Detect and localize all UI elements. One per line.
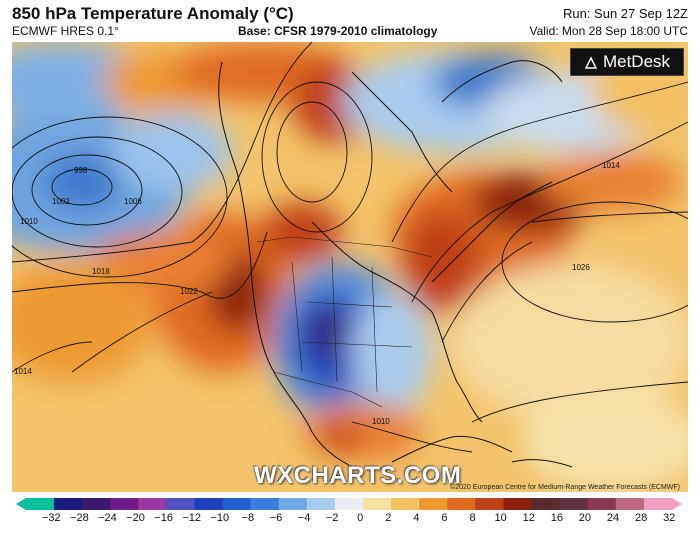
- colorbar-segment: [531, 498, 561, 510]
- colorbar-tick-label: −24: [98, 512, 117, 524]
- colorbar-segment: [138, 498, 167, 510]
- isobar-label: 1010: [372, 417, 390, 426]
- colorbar-ticks: −32 −28 −24 −20 −16 −12 −10 −8 −6 −4 −2 0 2 4 6 8 10 12 16…: [0, 512, 700, 530]
- chart-title: 850 hPa Temperature Anomaly (°C): [12, 4, 294, 23]
- isobar-label: 1022: [180, 287, 198, 296]
- run-time-label: Run: Sun 27 Sep 12Z: [562, 6, 688, 21]
- metdesk-logo-icon: [584, 55, 598, 69]
- colorbar-segment: [391, 498, 420, 510]
- colorbar-segment: [54, 498, 83, 510]
- colorbar-segment: [615, 498, 645, 510]
- political-borders: [256, 236, 433, 408]
- isobar-label: 1014: [602, 161, 620, 170]
- map-svg: 998 1002 1006 1010 1018 1022 1026 1014 1…: [12, 42, 688, 492]
- isobar-label: 1018: [92, 267, 110, 276]
- colorbar-tick-label: 4: [413, 512, 420, 524]
- isobar-labels: 998 1002 1006 1010 1018 1022 1026 1014 1…: [14, 161, 620, 426]
- colorbar-segment: [250, 498, 280, 510]
- colorbar-segment: [447, 498, 476, 510]
- colorbar-tick-label: 10: [494, 512, 507, 524]
- isobar-label: 998: [74, 166, 88, 175]
- colorbar-segment: [334, 498, 364, 510]
- colorbar-tick-label: 24: [606, 512, 620, 524]
- isobar-label: 1002: [52, 197, 70, 206]
- colorbar-tick-label: −28: [70, 512, 89, 524]
- colorbar-tick-label: 2: [385, 512, 392, 524]
- colorbar-segment: [643, 498, 673, 510]
- colorbar-segment: [82, 498, 111, 510]
- colorbar-segment: [194, 498, 224, 510]
- coastlines: [218, 60, 573, 473]
- colorbar-segment: [222, 498, 252, 510]
- colorbar-segment: [419, 498, 448, 510]
- colorbar-tick-label: −20: [126, 512, 145, 524]
- isobar-label: 1010: [20, 217, 38, 226]
- anomaly-map: 998 1002 1006 1010 1018 1022 1026 1014 1…: [12, 42, 688, 492]
- colorbar-tick-label: −32: [41, 512, 61, 524]
- colorbar-tick-label: 28: [634, 512, 648, 524]
- colorbar-tick-label: 8: [469, 512, 476, 524]
- colorbar-segment: [559, 498, 589, 510]
- metdesk-logo: MetDesk: [570, 48, 684, 76]
- colorbar-tick-label: −12: [182, 512, 202, 524]
- isobar-label: 1006: [124, 197, 142, 206]
- colorbar-tick-label: −10: [210, 512, 230, 524]
- metdesk-logo-text: MetDesk: [602, 52, 671, 71]
- valid-time-label: Valid: Mon 28 Sep 18:00 UTC: [529, 24, 688, 38]
- colorbar-segment: [278, 498, 308, 510]
- colorbar-tick-label: −4: [297, 512, 311, 524]
- colorbar-tick-label: −8: [241, 512, 255, 524]
- anomaly-field: [12, 42, 688, 492]
- colorbar-segment: [166, 498, 196, 510]
- colorbar-segment: [306, 498, 336, 510]
- colorbar-tick-label: 20: [578, 512, 592, 524]
- colorbar-segment: [110, 498, 139, 510]
- colorbar-segment: [26, 498, 55, 510]
- isobar-label: 1026: [572, 263, 590, 272]
- isobar-contours: [12, 42, 688, 453]
- colorbar-right-arrow: [672, 498, 682, 510]
- isobar-label: 1014: [14, 367, 32, 376]
- colorbar-tick-label: −6: [269, 512, 283, 524]
- colorbar-segment: [475, 498, 504, 510]
- colorbar: [16, 498, 682, 510]
- colorbar-tick-label: −2: [325, 512, 339, 524]
- colorbar-tick-label: 16: [550, 512, 563, 524]
- colorbar-segment: [503, 498, 533, 510]
- colorbar-left-arrow: [16, 498, 26, 510]
- colorbar-tick-label: 12: [522, 512, 535, 524]
- colorbar-tick-label: 6: [441, 512, 448, 524]
- chart-header: 850 hPa Temperature Anomaly (°C) ECMWF H…: [0, 0, 700, 42]
- colorbar-tick-label: 0: [357, 512, 364, 524]
- climatology-base-label: Base: CFSR 1979-2010 climatology: [238, 24, 438, 38]
- model-label: ECMWF HRES 0.1°: [12, 24, 119, 38]
- wxcharts-watermark: WXCHARTS.COM: [254, 462, 462, 489]
- colorbar-segment: [587, 498, 617, 510]
- colorbar-tick-label: −16: [154, 512, 173, 524]
- colorbar-segment: [363, 498, 392, 510]
- colorbar-tick-label: 32: [663, 512, 676, 524]
- copyright-text: ©2020 European Centre for Medium-Range W…: [450, 484, 680, 491]
